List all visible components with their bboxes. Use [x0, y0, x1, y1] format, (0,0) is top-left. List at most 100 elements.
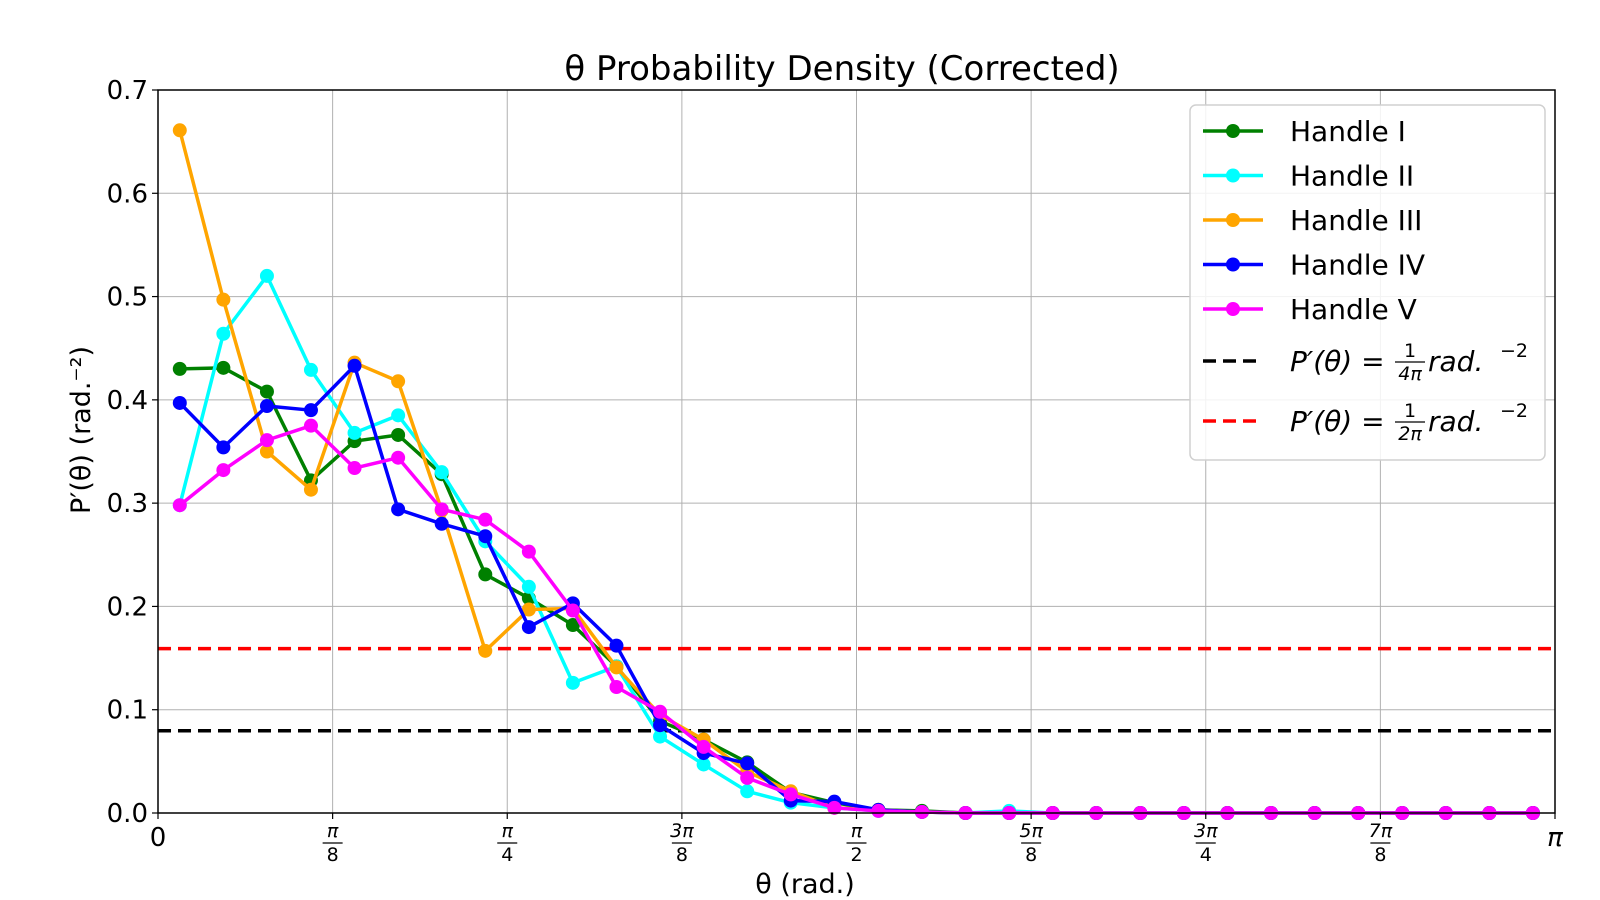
- data-point: [565, 675, 580, 690]
- data-point: [347, 461, 362, 476]
- data-point: [172, 123, 187, 138]
- legend-label: Handle I: [1290, 115, 1406, 148]
- x-tick-numerator: π: [851, 820, 863, 842]
- legend-unit-exponent: −2: [1500, 400, 1528, 422]
- data-point: [391, 502, 406, 517]
- data-point: [521, 602, 536, 617]
- data-point: [216, 440, 231, 455]
- data-point: [172, 395, 187, 410]
- legend-unit: rad.: [1428, 405, 1483, 438]
- data-point: [478, 512, 493, 527]
- legend-label: Handle V: [1290, 293, 1417, 326]
- data-point: [521, 579, 536, 594]
- data-point: [259, 433, 274, 448]
- data-point: [434, 502, 449, 517]
- x-tick-numerator: π: [327, 820, 339, 842]
- data-point: [303, 482, 318, 497]
- legend-item: Handle III: [1203, 204, 1422, 237]
- legend-item: Handle IV: [1203, 249, 1425, 282]
- legend-fraction-denominator: 2π: [1398, 423, 1422, 445]
- data-point: [478, 567, 493, 582]
- data-point: [478, 643, 493, 658]
- data-point: [259, 384, 274, 399]
- x-tick-label: π2: [846, 820, 867, 866]
- legend-label: Handle IV: [1290, 249, 1425, 282]
- data-point: [565, 603, 580, 618]
- legend-fraction-denominator: 4π: [1398, 363, 1422, 385]
- legend-marker: [1226, 302, 1240, 316]
- data-point: [172, 361, 187, 376]
- data-point: [303, 403, 318, 418]
- y-tick-label: 0.6: [107, 179, 148, 209]
- x-tick-denominator: 8: [1025, 844, 1037, 866]
- legend-item: P′(θ) = 12π rad. −2: [1203, 400, 1528, 445]
- data-point: [653, 729, 668, 744]
- data-point: [391, 450, 406, 465]
- data-point: [391, 408, 406, 423]
- x-tick-denominator: 8: [327, 844, 339, 866]
- y-tick-label: 0.3: [107, 489, 148, 519]
- x-tick-numerator: 3π: [1194, 820, 1218, 842]
- legend-item: Handle V: [1203, 293, 1417, 326]
- data-point: [216, 326, 231, 341]
- data-point: [783, 787, 798, 802]
- x-tick-label: π8: [322, 820, 343, 866]
- data-point: [303, 362, 318, 377]
- data-point: [521, 544, 536, 559]
- reference-lines: [158, 646, 1555, 733]
- data-point: [303, 418, 318, 433]
- data-point: [565, 618, 580, 633]
- x-tick-denominator: 8: [676, 844, 688, 866]
- data-point: [259, 268, 274, 283]
- data-point: [740, 770, 755, 785]
- data-point: [391, 374, 406, 389]
- x-tick-numerator: 5π: [1019, 820, 1043, 842]
- data-point: [216, 463, 231, 478]
- legend-label: P′(θ) =: [1290, 345, 1385, 378]
- data-point: [216, 292, 231, 307]
- x-tick-denominator: 4: [501, 844, 513, 866]
- data-point: [740, 784, 755, 799]
- legend-marker: [1226, 124, 1240, 138]
- x-tick-numerator: π: [502, 820, 514, 842]
- legend-fraction-numerator: 1: [1404, 400, 1416, 422]
- x-tick-label: 3π4: [1194, 820, 1218, 866]
- data-point: [172, 498, 187, 513]
- data-point: [521, 620, 536, 635]
- y-axis-label: P′(θ) (rad.⁻²): [66, 346, 97, 514]
- data-point: [259, 399, 274, 414]
- x-tick-denominator: 8: [1374, 844, 1386, 866]
- data-point: [609, 679, 624, 694]
- data-point: [347, 358, 362, 373]
- data-point: [478, 529, 493, 544]
- data-point: [696, 757, 711, 772]
- x-tick-label: 0: [150, 823, 167, 853]
- data-point: [653, 704, 668, 719]
- x-tick-label: π4: [497, 820, 518, 866]
- x-tick-label: 7π8: [1369, 820, 1393, 866]
- legend-item: P′(θ) = 14π rad. −2: [1203, 340, 1528, 385]
- x-axis-label: θ (rad.): [755, 869, 855, 900]
- legend-fraction-numerator: 1: [1404, 340, 1416, 362]
- legend-label: P′(θ) =: [1290, 405, 1385, 438]
- data-point: [434, 465, 449, 480]
- legend-item: Handle I: [1203, 115, 1406, 148]
- legend-box: [1189, 104, 1546, 461]
- y-tick-label: 0.0: [107, 799, 148, 829]
- y-tick-label: 0.1: [107, 696, 148, 726]
- legend-marker: [1226, 168, 1240, 183]
- data-point: [216, 360, 231, 375]
- data-point: [914, 804, 929, 819]
- x-tick-label: π: [1547, 823, 1563, 853]
- data-point: [609, 660, 624, 675]
- y-tick-label: 0.5: [107, 283, 148, 313]
- data-point: [347, 425, 362, 440]
- legend: Handle I Handle II Handle III Handle IV Hand…: [1189, 104, 1546, 461]
- data-point: [827, 800, 842, 815]
- x-tick-denominator: 2: [850, 844, 862, 866]
- data-point: [871, 803, 886, 818]
- y-tick-label: 0.7: [107, 76, 148, 106]
- legend-label: Handle II: [1290, 160, 1414, 193]
- x-tick-numerator: 7π: [1369, 820, 1393, 842]
